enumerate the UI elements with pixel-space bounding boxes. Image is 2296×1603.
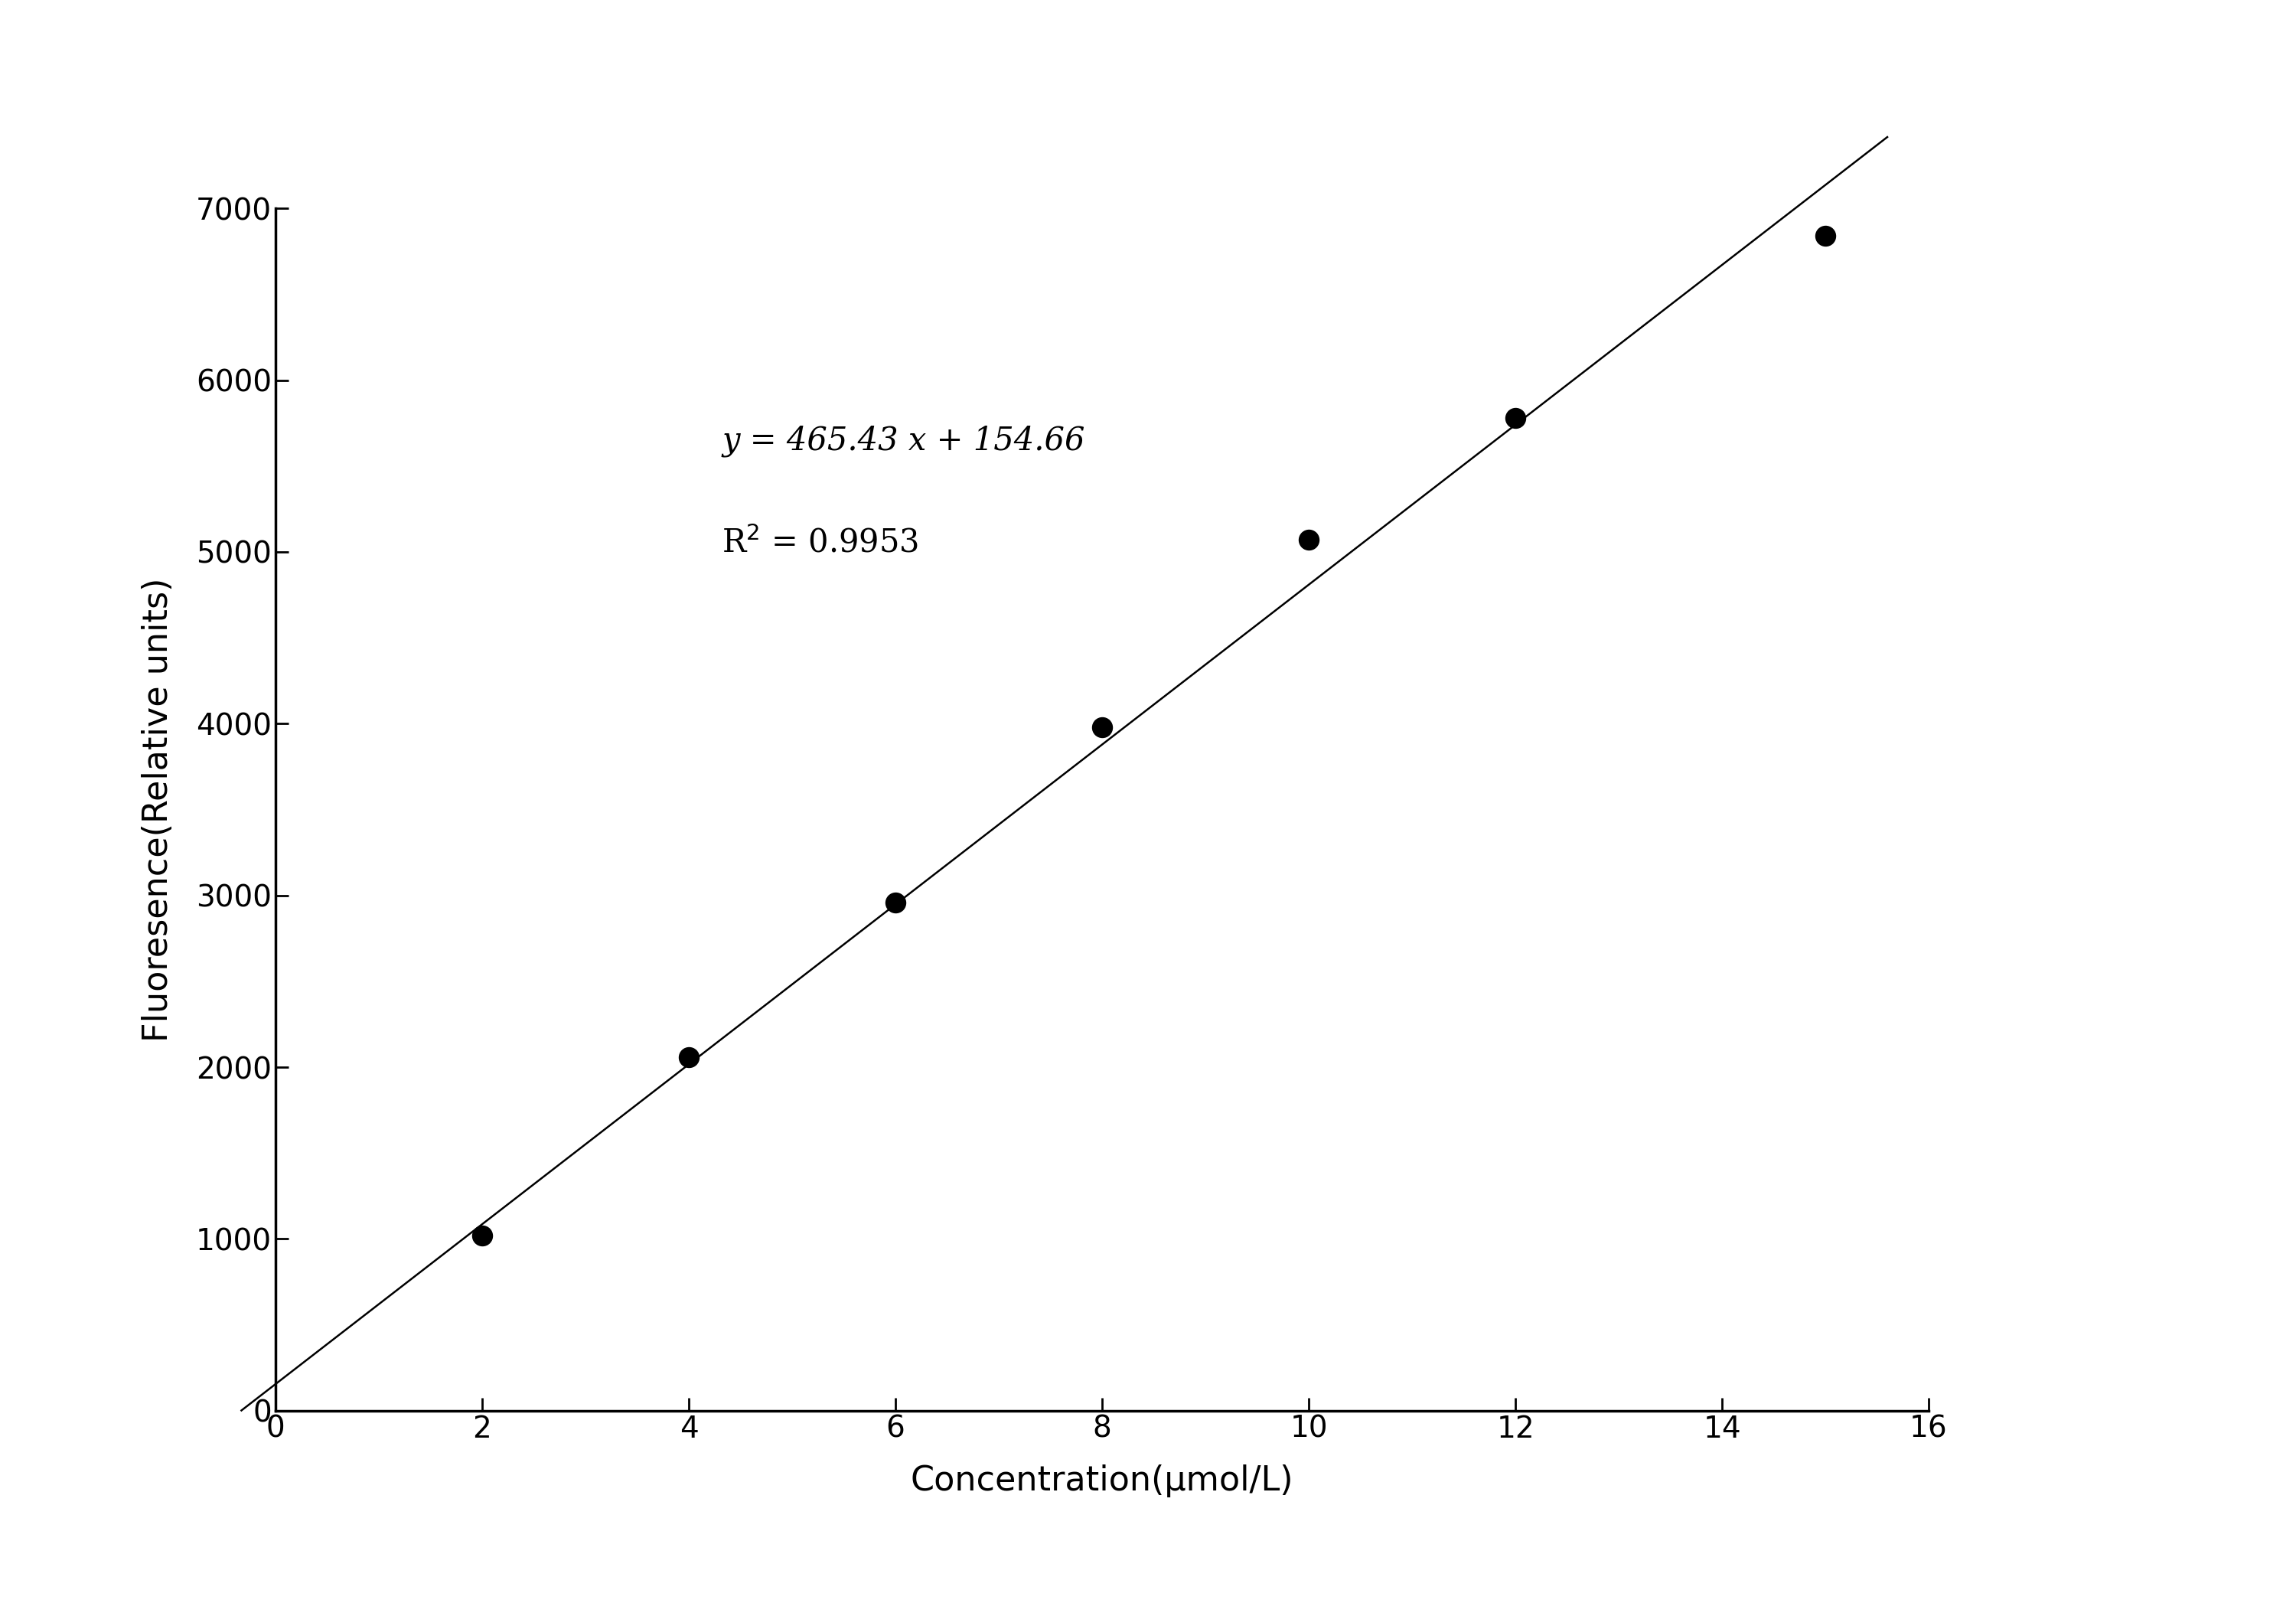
Point xyxy=(1084,715,1120,741)
Text: y = 465.43 x + 154.66: y = 465.43 x + 154.66 xyxy=(721,425,1086,457)
Point xyxy=(877,890,914,915)
Point xyxy=(464,1223,501,1249)
Point xyxy=(1807,223,1844,248)
Point xyxy=(670,1044,707,1069)
X-axis label: Concentration(μmol/L): Concentration(μmol/L) xyxy=(912,1465,1293,1497)
Text: R$^2$ = 0.9953: R$^2$ = 0.9953 xyxy=(721,527,918,559)
Point xyxy=(1497,406,1534,431)
Y-axis label: Fluoresence(Relative units): Fluoresence(Relative units) xyxy=(142,577,174,1042)
Point xyxy=(1290,527,1327,553)
